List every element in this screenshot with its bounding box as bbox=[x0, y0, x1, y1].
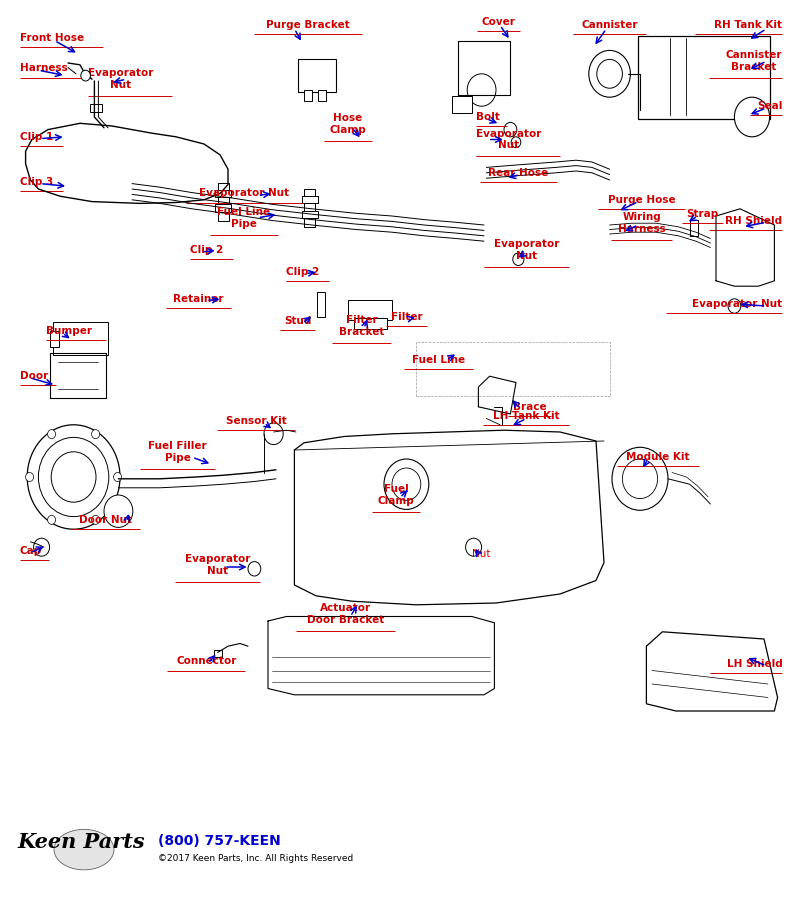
Text: Purge Bracket: Purge Bracket bbox=[266, 20, 350, 31]
Circle shape bbox=[38, 437, 109, 517]
Bar bbox=[638, 36, 770, 119]
Text: Clip 2: Clip 2 bbox=[286, 266, 320, 277]
Bar bbox=[318, 90, 326, 101]
Bar bbox=[690, 220, 698, 236]
Bar bbox=[304, 90, 312, 101]
Bar bbox=[50, 331, 59, 347]
Circle shape bbox=[51, 452, 96, 502]
Text: Cover: Cover bbox=[482, 16, 515, 27]
Text: Wiring
Harness: Wiring Harness bbox=[618, 212, 666, 234]
Bar bbox=[218, 183, 229, 220]
Text: Fuel Filler
Pipe: Fuel Filler Pipe bbox=[148, 441, 207, 463]
FancyBboxPatch shape bbox=[53, 322, 108, 355]
Text: Cap: Cap bbox=[20, 545, 42, 556]
Text: Keen Parts: Keen Parts bbox=[18, 832, 146, 851]
Bar bbox=[302, 211, 318, 218]
Text: Bumper: Bumper bbox=[46, 326, 93, 337]
Text: Cannister
Bracket: Cannister Bracket bbox=[726, 50, 782, 72]
Bar bbox=[215, 204, 231, 212]
Circle shape bbox=[114, 472, 122, 482]
Circle shape bbox=[504, 122, 517, 137]
Text: Module Kit: Module Kit bbox=[626, 452, 690, 463]
Text: Fuel
Clamp: Fuel Clamp bbox=[378, 484, 414, 506]
Circle shape bbox=[513, 253, 524, 266]
Circle shape bbox=[467, 74, 496, 106]
Circle shape bbox=[26, 472, 34, 482]
Text: Filter: Filter bbox=[390, 311, 422, 322]
Bar bbox=[452, 96, 472, 112]
Text: Door Nut: Door Nut bbox=[79, 515, 132, 526]
Text: Door: Door bbox=[20, 371, 48, 382]
Text: Evaporator
Nut: Evaporator Nut bbox=[88, 68, 154, 90]
Circle shape bbox=[728, 299, 741, 313]
Circle shape bbox=[622, 459, 658, 499]
Circle shape bbox=[392, 468, 421, 500]
Text: Retainer: Retainer bbox=[173, 293, 224, 304]
Circle shape bbox=[734, 97, 770, 137]
Text: Nut: Nut bbox=[472, 549, 491, 560]
Text: Evaporator
Nut: Evaporator Nut bbox=[476, 129, 542, 150]
Circle shape bbox=[248, 562, 261, 576]
Text: Front Hose: Front Hose bbox=[20, 32, 84, 43]
Circle shape bbox=[47, 516, 55, 525]
Text: Filter
Bracket: Filter Bracket bbox=[339, 315, 384, 337]
Text: Evaporator
Nut: Evaporator Nut bbox=[185, 554, 250, 576]
Text: Hose
Clamp: Hose Clamp bbox=[330, 113, 366, 135]
Bar bbox=[302, 196, 318, 203]
Text: Stud: Stud bbox=[284, 316, 311, 327]
Text: Bolt: Bolt bbox=[476, 112, 500, 122]
Ellipse shape bbox=[54, 830, 114, 869]
Bar bbox=[90, 104, 102, 112]
Text: Connector: Connector bbox=[176, 656, 237, 667]
Circle shape bbox=[597, 59, 622, 88]
Text: Strap: Strap bbox=[686, 209, 718, 220]
Bar bbox=[348, 300, 392, 319]
Text: Fuel Line: Fuel Line bbox=[412, 355, 465, 365]
FancyBboxPatch shape bbox=[298, 59, 336, 92]
Text: Clip 2: Clip 2 bbox=[190, 245, 224, 256]
Circle shape bbox=[466, 538, 482, 556]
Text: RH Tank Kit: RH Tank Kit bbox=[714, 20, 782, 31]
Circle shape bbox=[612, 447, 668, 510]
Text: LH Shield: LH Shield bbox=[726, 659, 782, 670]
Text: ©2017 Keen Parts, Inc. All Rights Reserved: ©2017 Keen Parts, Inc. All Rights Reserv… bbox=[158, 854, 354, 863]
Circle shape bbox=[264, 423, 283, 445]
Text: Evaporator
Nut: Evaporator Nut bbox=[494, 239, 559, 261]
Text: Clip 3: Clip 3 bbox=[20, 176, 54, 187]
Circle shape bbox=[589, 50, 630, 97]
Text: Evaporator Nut: Evaporator Nut bbox=[199, 188, 289, 199]
Text: Clip 1: Clip 1 bbox=[20, 131, 54, 142]
Circle shape bbox=[104, 495, 133, 527]
Bar bbox=[304, 189, 315, 227]
Text: Seal: Seal bbox=[757, 101, 782, 112]
Circle shape bbox=[92, 429, 100, 438]
Text: Harness: Harness bbox=[20, 63, 68, 74]
Text: LH Tank Kit: LH Tank Kit bbox=[493, 410, 560, 421]
Text: Rear Hose: Rear Hose bbox=[488, 167, 549, 178]
Text: Cannister: Cannister bbox=[582, 20, 638, 31]
Circle shape bbox=[81, 70, 90, 81]
Circle shape bbox=[34, 538, 50, 556]
Text: Fuel Line
Pipe: Fuel Line Pipe bbox=[218, 207, 270, 229]
Bar bbox=[317, 292, 325, 317]
Circle shape bbox=[92, 516, 100, 525]
Circle shape bbox=[384, 459, 429, 509]
Bar bbox=[215, 190, 231, 197]
Bar bbox=[214, 650, 222, 657]
Text: RH Shield: RH Shield bbox=[726, 215, 782, 226]
Text: Brace: Brace bbox=[513, 401, 546, 412]
Bar bbox=[354, 318, 387, 328]
Circle shape bbox=[48, 429, 56, 438]
Text: Actuator
Door Bracket: Actuator Door Bracket bbox=[307, 603, 384, 625]
Circle shape bbox=[27, 425, 120, 529]
Text: Evaporator Nut: Evaporator Nut bbox=[692, 299, 782, 310]
Text: Sensor Kit: Sensor Kit bbox=[226, 416, 286, 427]
Circle shape bbox=[511, 137, 521, 148]
Text: Purge Hose: Purge Hose bbox=[608, 194, 675, 205]
Text: (800) 757-KEEN: (800) 757-KEEN bbox=[158, 833, 281, 848]
